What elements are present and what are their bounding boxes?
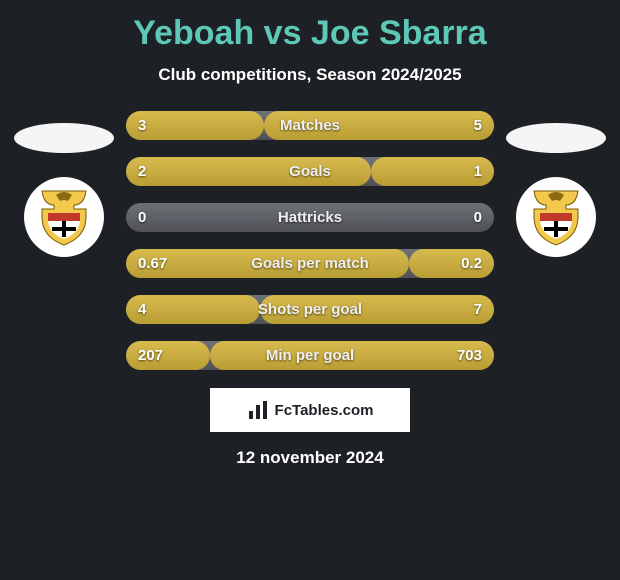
stat-label: Min per goal	[126, 347, 494, 364]
brand-text: FcTables.com	[275, 402, 374, 419]
club-crest-icon	[526, 187, 586, 247]
stat-value-right: 703	[457, 347, 482, 364]
stat-row-hattricks: 0 Hattricks 0	[126, 203, 494, 232]
stat-row-matches: 3 Matches 5	[126, 111, 494, 140]
stat-value-right: 5	[474, 117, 482, 134]
stat-value-right: 0.2	[461, 255, 482, 272]
player-right-photo-placeholder	[506, 123, 606, 153]
stat-label: Goals per match	[126, 255, 494, 272]
stat-bars: 3 Matches 5 2 Goals 1 0 Hattricks 0 0.67…	[124, 111, 496, 370]
stat-label: Matches	[126, 117, 494, 134]
club-crest-icon	[34, 187, 94, 247]
stat-row-goals: 2 Goals 1	[126, 157, 494, 186]
player-left-photo-placeholder	[14, 123, 114, 153]
footer-date: 12 november 2024	[0, 448, 620, 468]
stat-row-min-per-goal: 207 Min per goal 703	[126, 341, 494, 370]
stat-label: Hattricks	[126, 209, 494, 226]
stat-label: Goals	[126, 163, 494, 180]
player-left-column	[4, 111, 124, 257]
comparison-layout: 3 Matches 5 2 Goals 1 0 Hattricks 0 0.67…	[0, 111, 620, 370]
stat-value-right: 0	[474, 209, 482, 226]
page-subtitle: Club competitions, Season 2024/2025	[0, 65, 620, 85]
player-right-club-badge	[516, 177, 596, 257]
stat-value-right: 1	[474, 163, 482, 180]
player-right-column	[496, 111, 616, 257]
player-left-club-badge	[24, 177, 104, 257]
stat-row-goals-per-match: 0.67 Goals per match 0.2	[126, 249, 494, 278]
page-title: Yeboah vs Joe Sbarra	[0, 0, 620, 53]
stat-row-shots-per-goal: 4 Shots per goal 7	[126, 295, 494, 324]
bar-chart-icon	[247, 399, 269, 421]
stat-value-right: 7	[474, 301, 482, 318]
brand-badge: FcTables.com	[210, 388, 410, 432]
stat-label: Shots per goal	[126, 301, 494, 318]
